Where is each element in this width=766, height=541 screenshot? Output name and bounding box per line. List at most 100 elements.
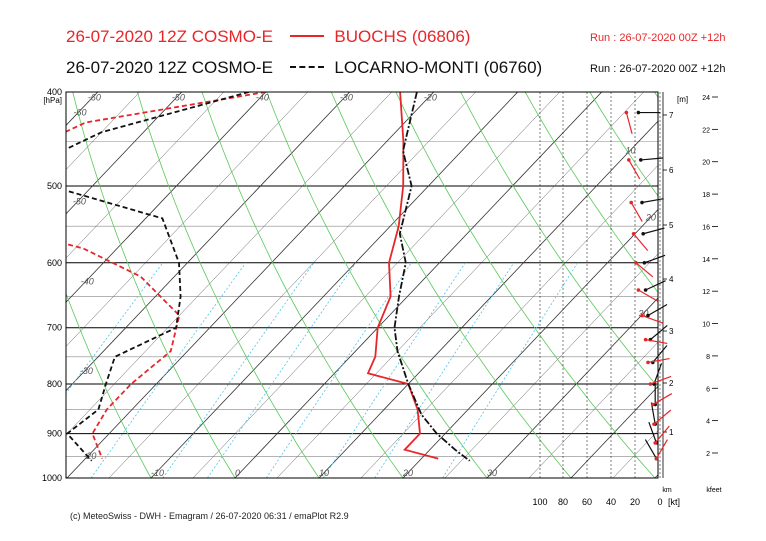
km-tick-label: 3 xyxy=(669,327,674,336)
isotherm xyxy=(66,92,392,436)
wind-buochs-barb xyxy=(641,314,663,324)
isotherm xyxy=(318,120,658,478)
wind-buochs-barb xyxy=(650,375,672,385)
isotherm xyxy=(402,208,658,478)
isotherm xyxy=(528,341,658,478)
kfeet-tick-label: 12 xyxy=(702,289,710,296)
temperature-label: 30 xyxy=(487,468,497,478)
wind-buochs-point xyxy=(624,110,629,115)
wind-locarno-barb xyxy=(643,227,665,235)
isotherm xyxy=(66,92,224,259)
temperature-label: -50 xyxy=(73,197,86,207)
temperature-label: 10 xyxy=(625,145,635,155)
wind-buochs-barb xyxy=(635,262,654,278)
km-tick-label: 5 xyxy=(669,221,674,230)
wind-locarno-barb xyxy=(648,421,657,444)
temperature-label: 0 xyxy=(235,468,240,478)
wind-tick-label: 40 xyxy=(606,497,616,507)
header-locarno: 26-07-2020 12Z COSMO-E LOCARNO-MONTI (06… xyxy=(66,58,542,78)
pressure-unit-label: [hPa] xyxy=(43,96,62,105)
km-tick-label: 7 xyxy=(669,111,674,120)
isotherm xyxy=(444,253,658,478)
wind-buochs-barb xyxy=(633,233,649,251)
wind-buochs-barb xyxy=(647,357,670,363)
temperature-label: 10 xyxy=(319,468,329,478)
kfeet-tick-label: 10 xyxy=(702,322,710,329)
wind-locarno-barb xyxy=(645,280,666,291)
mixing-ratio-line xyxy=(374,262,515,478)
dry-adiabat xyxy=(137,92,320,478)
isotherm xyxy=(66,92,308,347)
wind-buochs-barb xyxy=(628,159,641,180)
wind-buochs-barb xyxy=(638,289,658,302)
kfeet-tick-label: 22 xyxy=(702,127,710,134)
wind-locarno-barb xyxy=(641,198,664,204)
temperature-label: 20 xyxy=(402,468,413,478)
wind-tick-label: 20 xyxy=(630,497,640,507)
header-run-1: Run : 26-07-2020 00Z +12h xyxy=(590,32,726,44)
dry-adiabat xyxy=(201,92,404,478)
km-tick-label: 4 xyxy=(669,275,674,284)
km-tick-label: 2 xyxy=(669,379,674,388)
isotherm xyxy=(66,92,266,303)
wind-locarno-barb xyxy=(647,304,668,317)
header-station-2: LOCARNO-MONTI (06760) xyxy=(334,58,543,77)
dry-adiabat xyxy=(66,475,68,478)
wind-locarno-barb xyxy=(644,254,666,264)
temperature-label: -40 xyxy=(256,92,269,102)
isotherm xyxy=(0,92,56,478)
series-dewpoint-1 xyxy=(66,92,266,459)
wind-unit-label: [kt] xyxy=(668,497,680,507)
wind-locarno-barb xyxy=(650,325,668,341)
wind-tick-label: 80 xyxy=(558,497,568,507)
dry-adiabat xyxy=(524,92,658,293)
pressure-tick-label: 500 xyxy=(47,181,62,191)
kfeet-tick-label: 4 xyxy=(706,419,710,426)
kfeet-tick-label: 24 xyxy=(702,95,710,102)
isotherm xyxy=(570,385,658,478)
dry-adiabat xyxy=(460,92,658,388)
temperature-label: -50 xyxy=(172,92,185,102)
isotherm xyxy=(66,92,182,215)
temperature-label: -30 xyxy=(80,366,93,376)
kfeet-tick-label: 2 xyxy=(706,451,710,458)
series-temperature-2 xyxy=(393,92,471,462)
wind-buochs-barb xyxy=(653,409,672,425)
kfeet-tick-label: 14 xyxy=(702,257,710,264)
header-model-1: 26-07-2020 12Z COSMO-E xyxy=(66,27,273,46)
temperature-label: 30 xyxy=(638,309,648,319)
series-temperature-0 xyxy=(366,92,439,460)
wind-buochs-barb xyxy=(655,439,668,459)
kfeet-tick-label: 16 xyxy=(702,224,710,231)
mixing-ratio-line xyxy=(90,262,247,478)
mixing-ratio-line xyxy=(0,263,51,478)
mixing-ratio-line xyxy=(66,262,164,395)
wind-buochs-barb xyxy=(645,339,668,345)
isotherm xyxy=(276,92,644,478)
isotherm xyxy=(66,92,434,478)
wind-buochs-barb xyxy=(625,112,633,134)
dry-adiabat xyxy=(66,292,152,478)
isotherm xyxy=(234,92,602,478)
dry-adiabat xyxy=(654,92,658,99)
pressure-tick-label: 600 xyxy=(47,258,62,268)
dry-adiabat xyxy=(719,92,766,478)
isotherm xyxy=(654,474,658,478)
wind-locarno-barb xyxy=(640,157,663,161)
temperature-label: -60 xyxy=(88,92,101,102)
kfeet-tick-label: 6 xyxy=(706,386,710,393)
kfeet-unit-label: kfeet xyxy=(706,487,721,494)
isotherm xyxy=(66,92,350,392)
kfeet-tick-label: 18 xyxy=(702,192,710,199)
km-axis-label: [m] xyxy=(677,95,688,104)
wind-buochs-barb xyxy=(652,393,673,406)
wind-tick-label: 0 xyxy=(657,497,662,507)
wind-locarno-barb xyxy=(644,439,657,459)
temperature-label: -20 xyxy=(83,451,96,461)
dry-adiabat xyxy=(330,92,572,478)
isotherm xyxy=(108,92,476,478)
footer-credit: (c) MeteoSwiss - DWH - Emagram / 26-07-2… xyxy=(70,511,349,521)
wind-tick-label: 100 xyxy=(532,497,547,507)
wind-buochs-barb xyxy=(630,202,643,222)
